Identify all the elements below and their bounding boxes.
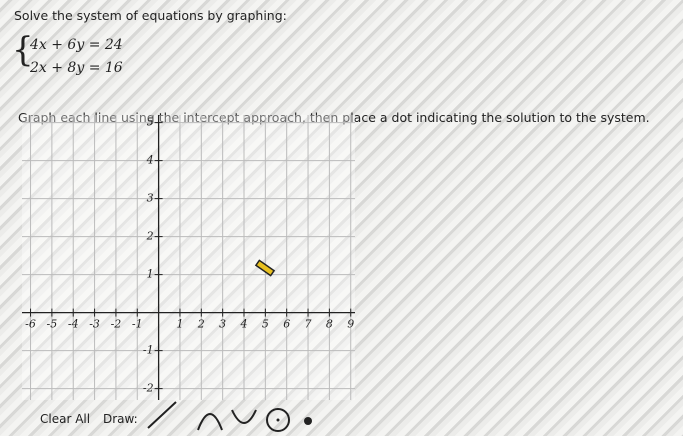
dot-tool[interactable]	[304, 417, 312, 425]
x-tick-label: 7	[305, 318, 312, 331]
y-tick-label: 3	[147, 192, 154, 205]
instruction: Graph each line using the intercept appr…	[18, 110, 650, 125]
draw-tools	[147, 401, 312, 432]
x-tick-label: -2	[111, 318, 122, 331]
x-tick-label: 8	[326, 318, 333, 331]
x-tick-label: -3	[89, 318, 100, 331]
equation: 2x + 8y = 16	[30, 60, 123, 76]
x-tick-label: -4	[68, 318, 79, 331]
y-tick-label: -2	[143, 382, 154, 395]
x-tick-label: 4	[240, 318, 248, 331]
clear-all-button[interactable]: Clear All	[40, 412, 91, 426]
x-tick-label: 9	[347, 318, 354, 331]
equation: 4x + 6y = 24	[30, 37, 123, 53]
brace: {	[12, 30, 34, 70]
y-tick-label: 5	[147, 116, 154, 129]
x-tick-label: -1	[132, 318, 143, 331]
x-tick-label: 1	[176, 318, 183, 331]
circle-tool[interactable]	[266, 408, 290, 432]
y-tick-label: 2	[146, 230, 154, 243]
line-tool[interactable]	[147, 401, 177, 429]
x-tick-label: -6	[25, 318, 36, 331]
y-tick-label: 1	[147, 268, 154, 281]
parabola-up-tool[interactable]	[231, 409, 257, 424]
circle-center	[276, 418, 280, 422]
x-tick-label: 6	[283, 318, 290, 331]
x-tick-label: 5	[262, 318, 269, 331]
parabola-down-tool[interactable]	[197, 413, 223, 431]
graph-area[interactable]	[22, 115, 355, 400]
y-tick-label: 4	[146, 154, 154, 167]
pencil-cursor	[254, 259, 276, 277]
x-tick-label: 2	[197, 318, 205, 331]
x-tick-label: -5	[47, 318, 58, 331]
x-tick-label: 3	[219, 318, 226, 331]
y-tick-label: -1	[143, 344, 154, 357]
prompt: Solve the system of equations by graphin…	[14, 8, 287, 23]
draw-label: Draw:	[103, 412, 138, 426]
